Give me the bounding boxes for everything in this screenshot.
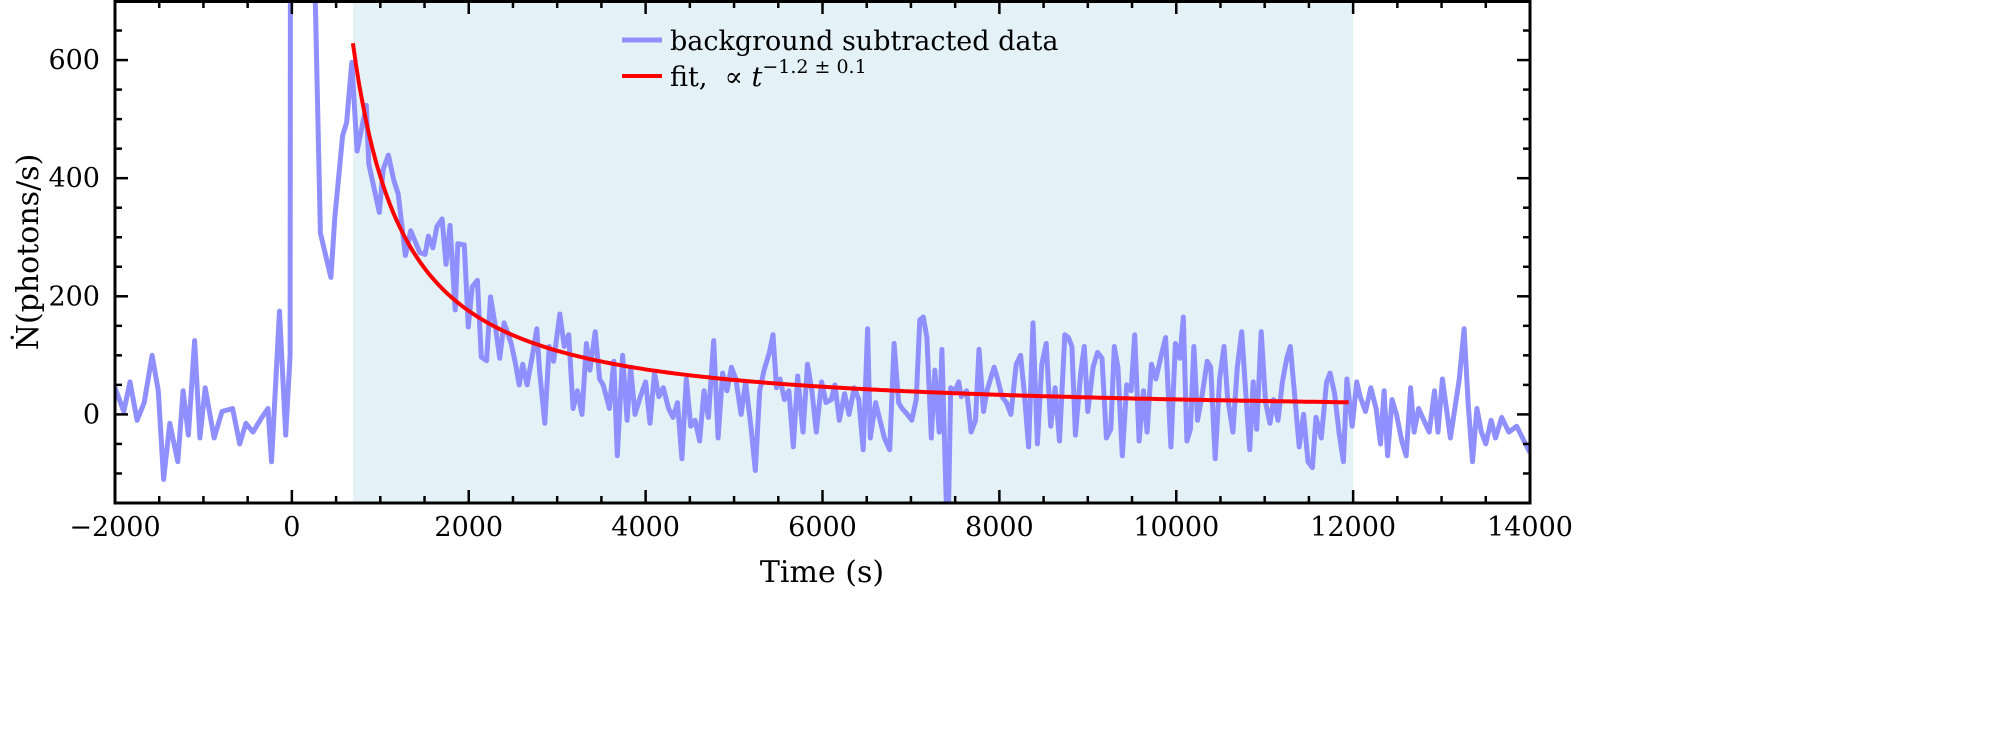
y-tick-label: 400 [48, 163, 100, 194]
x-tick-label: 8000 [965, 512, 1034, 543]
data-series-line [115, 1, 1530, 503]
y-axis-label: Ṅ(photons/s) [10, 154, 46, 351]
legend-label-data: background subtracted data [670, 26, 1058, 57]
x-tick-label: 2000 [434, 512, 503, 543]
legend-fit-exponent: −1.2 ± 0.1 [762, 56, 866, 78]
legend-fit-var: t [751, 62, 762, 93]
y-tick-label: 0 [83, 399, 100, 430]
plot-frame [113, 0, 1532, 505]
x-tick-label: −2000 [69, 512, 160, 543]
x-tick-label: 4000 [611, 512, 680, 543]
x-tick-label: 0 [283, 512, 300, 543]
x-tick-label: 12000 [1310, 512, 1396, 543]
legend-fit-prefix: fit, ∝ [670, 62, 751, 93]
x-axis-label: Time (s) [760, 555, 884, 590]
x-tick-label: 10000 [1133, 512, 1219, 543]
legend-label-fit: fit, ∝ t−1.2 ± 0.1 [670, 56, 867, 93]
fit-line [350, 42, 1349, 405]
y-tick-label: 200 [48, 281, 100, 312]
legend: background subtracted data fit, ∝ t−1.2 … [622, 26, 1058, 93]
x-tick-label: 6000 [788, 512, 857, 543]
y-tick-label: 600 [48, 45, 100, 76]
x-tick-label: 14000 [1487, 512, 1573, 543]
